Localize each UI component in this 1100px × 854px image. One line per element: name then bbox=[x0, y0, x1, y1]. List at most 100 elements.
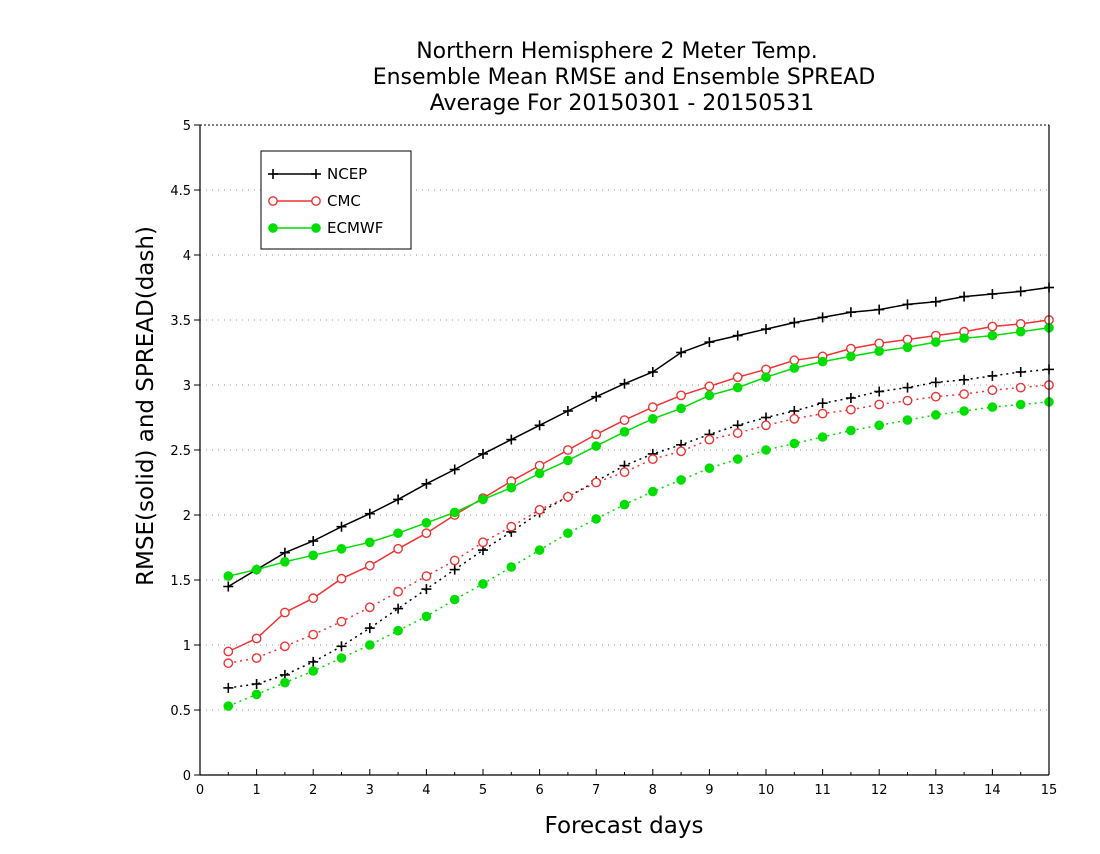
data-point bbox=[591, 514, 601, 524]
data-point bbox=[591, 441, 601, 451]
legend-marker bbox=[311, 196, 321, 206]
data-point bbox=[279, 607, 290, 618]
data-point bbox=[619, 378, 630, 389]
data-point bbox=[845, 393, 856, 403]
legend-item-ecmwf: ECMWF bbox=[268, 219, 383, 237]
data-point bbox=[223, 646, 234, 657]
data-point bbox=[1015, 382, 1026, 393]
data-point bbox=[619, 499, 630, 510]
data-point bbox=[902, 342, 913, 353]
data-point bbox=[478, 494, 488, 505]
data-point bbox=[1015, 286, 1026, 297]
data-point bbox=[647, 402, 658, 412]
data-point bbox=[987, 321, 998, 332]
data-point bbox=[336, 544, 347, 554]
data-point bbox=[874, 304, 885, 315]
data-point bbox=[393, 543, 403, 554]
legend-item-ncep: NCEP bbox=[268, 165, 367, 183]
y-tick-label: 2.5 bbox=[170, 444, 191, 459]
x-tick-label: 10 bbox=[758, 783, 775, 798]
data-point bbox=[874, 338, 885, 349]
data-point bbox=[251, 679, 262, 689]
y-tick-label: 4 bbox=[183, 249, 191, 264]
series-line bbox=[227, 286, 1050, 588]
legend-marker bbox=[268, 223, 278, 233]
data-point bbox=[534, 545, 545, 555]
data-point bbox=[364, 623, 375, 634]
data-point bbox=[789, 363, 800, 373]
axis-ticks: 00.511.522.533.544.550 1 2 3 4 5 6 7 8 9 10 11 12 13 1… bbox=[170, 119, 1057, 798]
x-tick-label: 3 bbox=[366, 783, 374, 798]
data-point bbox=[308, 593, 319, 604]
data-point bbox=[987, 330, 998, 341]
data-point bbox=[817, 398, 828, 409]
data-point bbox=[874, 386, 885, 397]
data-point bbox=[421, 584, 432, 595]
data-point bbox=[789, 355, 800, 366]
data-point bbox=[619, 415, 630, 425]
legend-label: ECMWF bbox=[327, 219, 383, 237]
data-point bbox=[563, 455, 573, 466]
data-point bbox=[308, 550, 319, 561]
data-point bbox=[534, 460, 545, 471]
data-point bbox=[1015, 399, 1026, 410]
legend-box bbox=[260, 150, 412, 250]
data-point bbox=[591, 429, 602, 440]
data-point bbox=[365, 640, 375, 650]
data-point bbox=[930, 391, 941, 402]
x-tick-label: 8 bbox=[649, 783, 657, 798]
series-ecmwf-spread bbox=[223, 397, 1054, 711]
y-tick-label: 3.5 bbox=[170, 314, 191, 329]
series-line bbox=[228, 327, 1050, 577]
data-point bbox=[761, 372, 771, 383]
data-point bbox=[619, 467, 630, 477]
data-point bbox=[506, 562, 517, 572]
data-point bbox=[648, 414, 658, 424]
data-point bbox=[1015, 367, 1026, 377]
data-point bbox=[393, 603, 404, 614]
data-point bbox=[336, 653, 347, 663]
data-point bbox=[336, 641, 347, 652]
x-tick-label: 12 bbox=[871, 783, 888, 798]
x-axis-title: Forecast days bbox=[545, 813, 704, 839]
data-point bbox=[817, 312, 828, 323]
data-point bbox=[478, 448, 488, 459]
data-point bbox=[676, 347, 687, 358]
x-tick-label: 0 bbox=[196, 783, 204, 798]
data-point bbox=[279, 547, 290, 558]
series-line bbox=[228, 401, 1050, 707]
data-point bbox=[449, 555, 460, 566]
data-point bbox=[449, 564, 460, 575]
data-point bbox=[987, 370, 998, 381]
data-point bbox=[647, 367, 658, 377]
data-point bbox=[421, 528, 432, 539]
data-point bbox=[223, 581, 234, 592]
x-tick-label: 2 bbox=[309, 783, 317, 798]
series-line bbox=[228, 368, 1050, 689]
data-point bbox=[676, 475, 686, 485]
data-point bbox=[534, 504, 545, 515]
data-point bbox=[365, 537, 375, 548]
data-point bbox=[534, 420, 545, 431]
data-series bbox=[223, 282, 1054, 711]
y-tick-label: 0 bbox=[183, 769, 191, 784]
chart-title: Northern Hemisphere 2 Meter Temp. Ensemb… bbox=[373, 39, 876, 116]
y-tick-label: 2 bbox=[183, 509, 191, 524]
legend-item-cmc: CMC bbox=[268, 192, 361, 210]
data-point bbox=[874, 346, 884, 357]
data-point bbox=[251, 653, 262, 663]
data-point bbox=[563, 445, 573, 455]
data-point bbox=[648, 486, 658, 497]
x-tick-label: 14 bbox=[984, 783, 1001, 798]
data-point bbox=[591, 477, 602, 488]
data-point bbox=[421, 478, 432, 489]
series-line bbox=[228, 384, 1050, 664]
data-point bbox=[874, 420, 884, 431]
series-ecmwf-rmse bbox=[223, 323, 1054, 581]
data-point bbox=[279, 641, 290, 652]
data-point bbox=[336, 573, 347, 584]
data-point bbox=[846, 425, 856, 436]
data-point bbox=[761, 420, 771, 431]
data-point bbox=[845, 307, 856, 318]
data-point bbox=[364, 602, 375, 613]
